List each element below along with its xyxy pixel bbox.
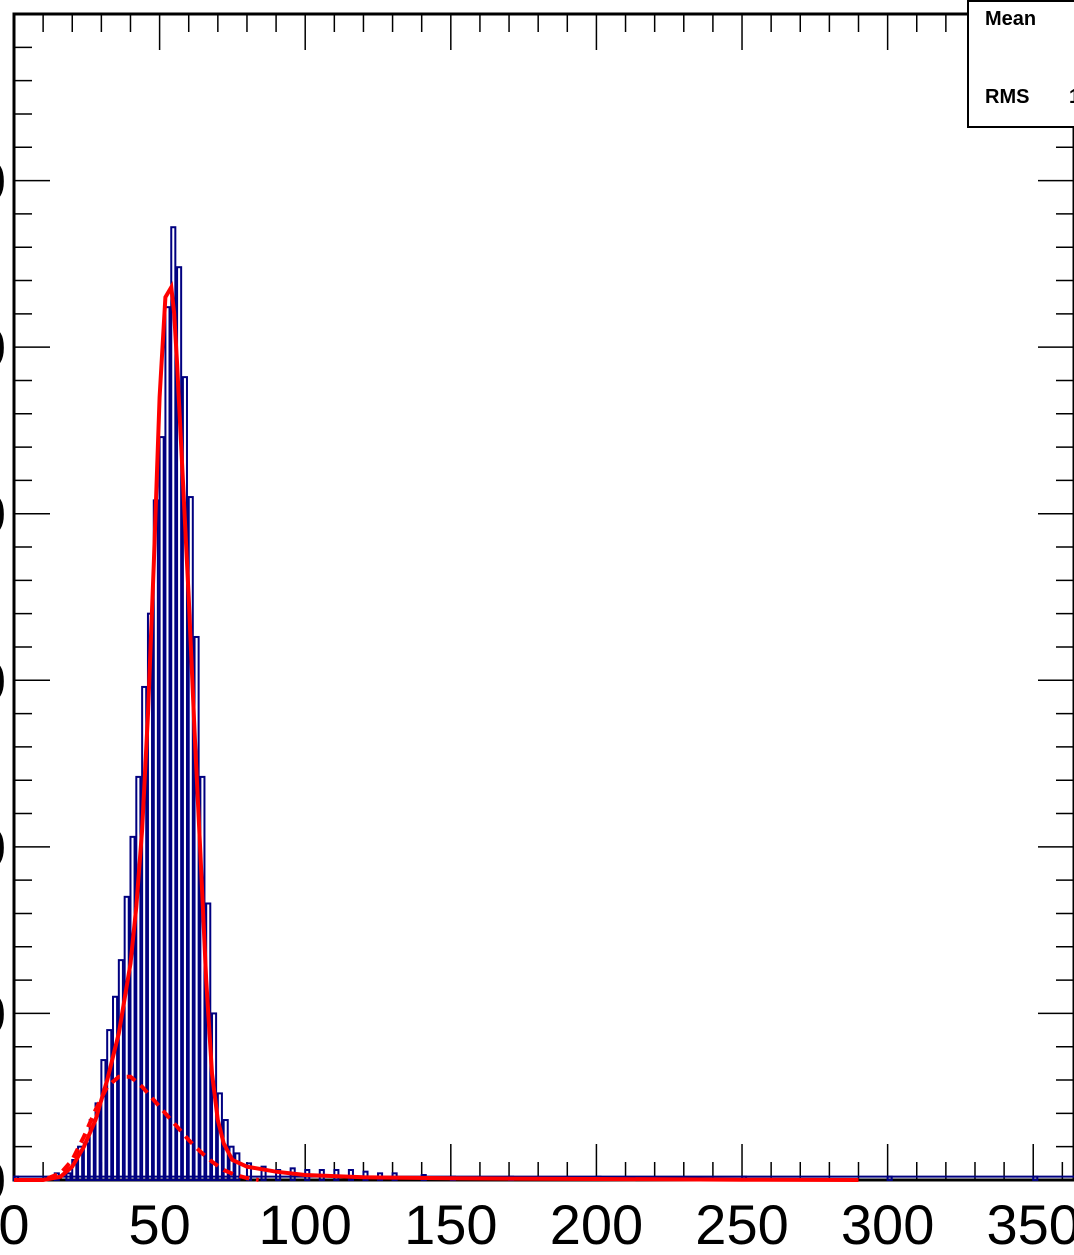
- histogram-bin: [106, 1029, 113, 1181]
- histogram-bin: [123, 895, 130, 1181]
- y-tick-label: 0: [0, 982, 6, 1045]
- stats-box: Mean RMS 1: [967, 0, 1074, 128]
- y-tick-label: 0: [0, 649, 6, 712]
- histogram-bin: [141, 685, 148, 1181]
- y-tick-label: 0: [0, 816, 6, 879]
- histogram-bin: [77, 1145, 84, 1181]
- x-tick-label: 350: [987, 1193, 1074, 1255]
- stats-rms-value: 1: [1069, 86, 1074, 109]
- x-tick-label: 250: [695, 1193, 788, 1255]
- x-tick-label: 0: [0, 1193, 30, 1255]
- x-tick-label: 200: [550, 1193, 643, 1255]
- x-tick-label: 300: [841, 1193, 934, 1255]
- histogram-bin: [234, 1152, 241, 1181]
- y-tick-label: 0: [0, 1149, 6, 1212]
- stats-rms-label: RMS: [985, 86, 1030, 108]
- histogram-bin: [260, 1165, 267, 1182]
- x-tick-label: 100: [258, 1193, 351, 1255]
- fit-background-curve: [14, 1074, 259, 1182]
- histogram: [13, 226, 1074, 1182]
- histogram-bin: [245, 1162, 253, 1182]
- y-tick-label: 0: [0, 483, 6, 546]
- fit-curves: [14, 280, 859, 1182]
- x-tick-label: 150: [404, 1193, 497, 1255]
- x-tick-label: 50: [128, 1193, 190, 1255]
- histogram-bin: [228, 1145, 235, 1181]
- histogram-bin: [164, 306, 171, 1181]
- histogram-bin: [152, 499, 159, 1182]
- stats-mean-label: Mean: [985, 8, 1037, 30]
- histogram-bin: [112, 995, 119, 1181]
- axis-ticks: [13, 13, 1074, 1181]
- histogram-bin: [176, 266, 183, 1181]
- histogram-bin: [135, 775, 142, 1181]
- fit-total-curve: [14, 280, 859, 1182]
- histogram-bin: [181, 376, 188, 1181]
- histogram-bin: [170, 226, 177, 1181]
- histogram-bin: [117, 959, 124, 1182]
- y-tick-label: 0: [0, 150, 6, 213]
- y-tick-label: 0: [0, 316, 6, 379]
- histogram-bin: [158, 436, 165, 1181]
- histogram-bin: [193, 635, 200, 1181]
- histogram-bin: [129, 835, 136, 1181]
- histogram-bin: [100, 1059, 107, 1182]
- axis-labels: 0501001502002503003500000000: [0, 150, 1074, 1255]
- histogram-bin: [187, 496, 194, 1181]
- frame: [12, 12, 1074, 1182]
